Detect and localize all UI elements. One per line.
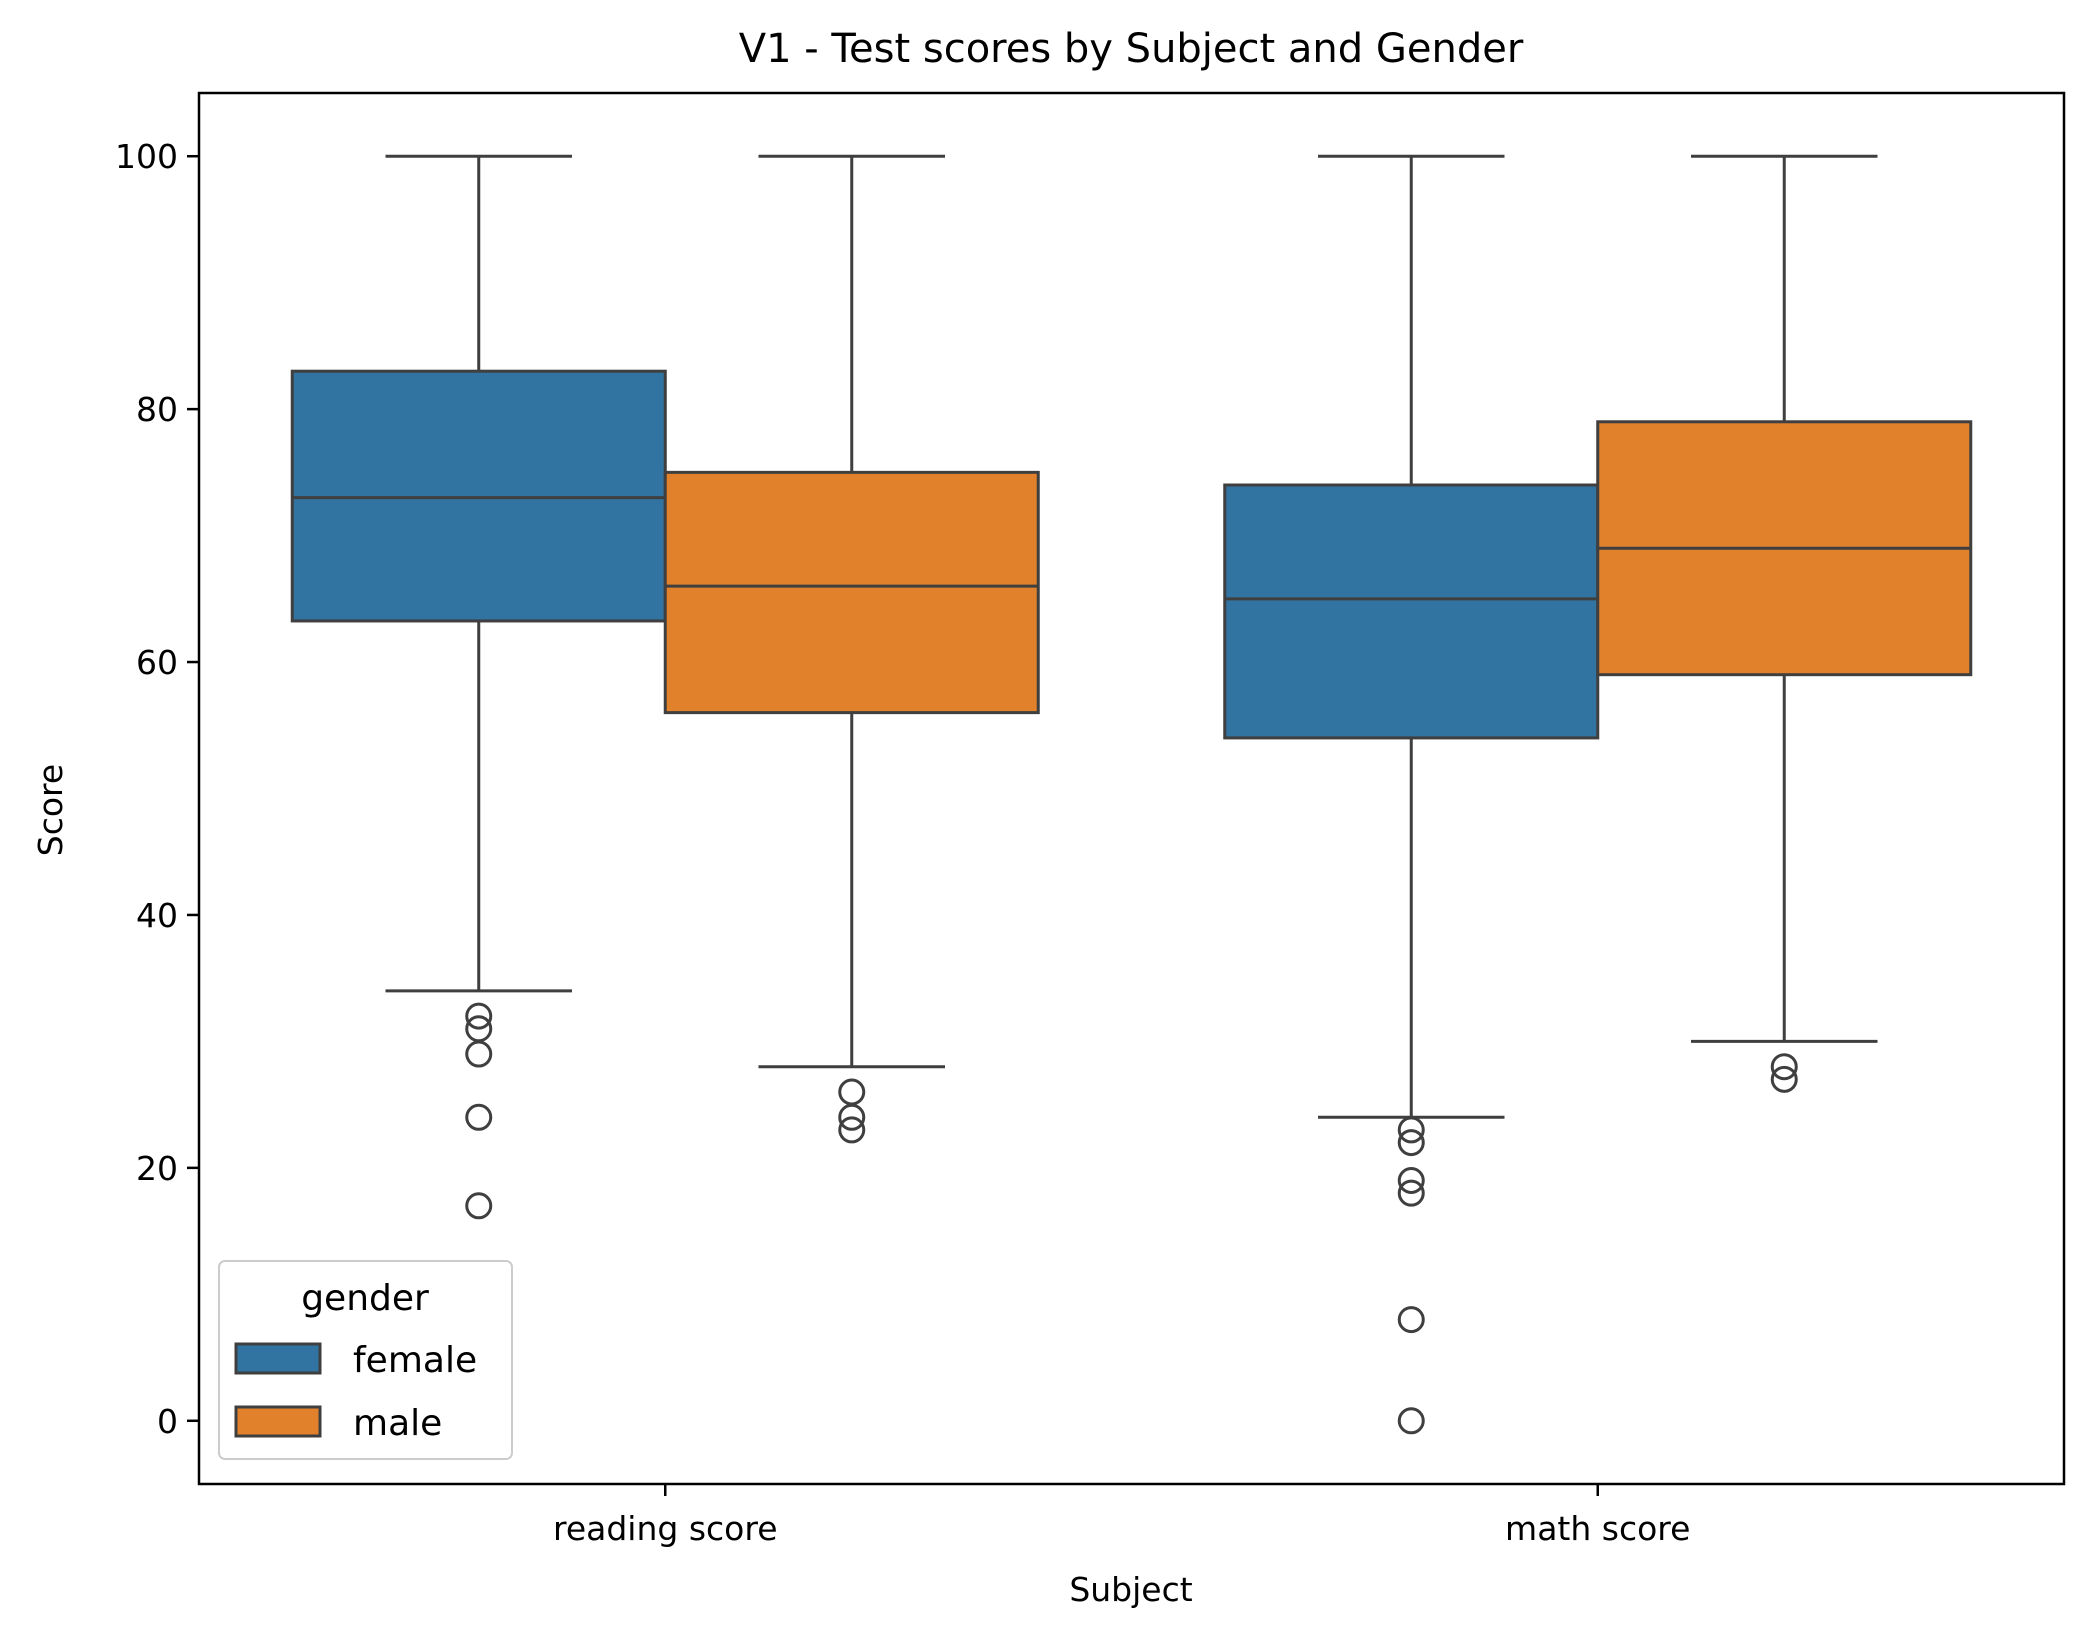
legend-title: gender [301,1278,429,1319]
x-axis: reading score math score [553,1484,1690,1548]
x-tick-label: math score [1505,1509,1690,1548]
legend-label-male: male [353,1403,442,1444]
legend-swatch-male [234,1405,322,1438]
box-male-0 [663,154,1040,1144]
outlier-point [1397,1167,1425,1195]
legend-label-female: female [353,1340,477,1381]
outlier-point [1397,1129,1425,1157]
legend: gender female male [218,1260,513,1460]
box-iqr [663,470,1040,715]
plot-frame [197,91,2066,1486]
box-iqr [1223,483,1600,740]
outlier-point [1397,1407,1425,1435]
x-tick-label: reading score [553,1509,778,1548]
y-tick-label: 20 [136,1149,178,1188]
x-axis-title: Subject [1069,1570,1192,1609]
outlier-point [1770,1065,1798,1093]
legend-swatch-female [234,1342,322,1375]
outlier-point [1397,1116,1425,1144]
outlier-point [1397,1306,1425,1334]
outlier-point [1397,1179,1425,1207]
box-iqr [290,369,667,623]
y-axis: 0 20 40 60 80 100 [115,137,199,1441]
y-tick-label: 40 [136,896,178,935]
chart-title: V1 - Test scores by Subject and Gender [739,26,1524,72]
y-tick-label: 100 [115,137,178,176]
outlier-point [1770,1053,1798,1081]
box-female-0 [290,154,667,1220]
plot-area [197,91,2066,1486]
box-male-1 [1596,154,1973,1093]
outlier-point [465,1192,493,1220]
y-tick-label: 80 [136,390,178,429]
outlier-point [465,1002,493,1030]
outlier-point [465,1103,493,1131]
outlier-point [838,1116,866,1144]
y-axis-title: Score [31,764,70,856]
y-tick-label: 60 [136,643,178,682]
box-female-1 [1223,154,1600,1435]
outlier-point [465,1040,493,1068]
y-tick-label: 0 [157,1402,178,1441]
outlier-point [838,1103,866,1131]
